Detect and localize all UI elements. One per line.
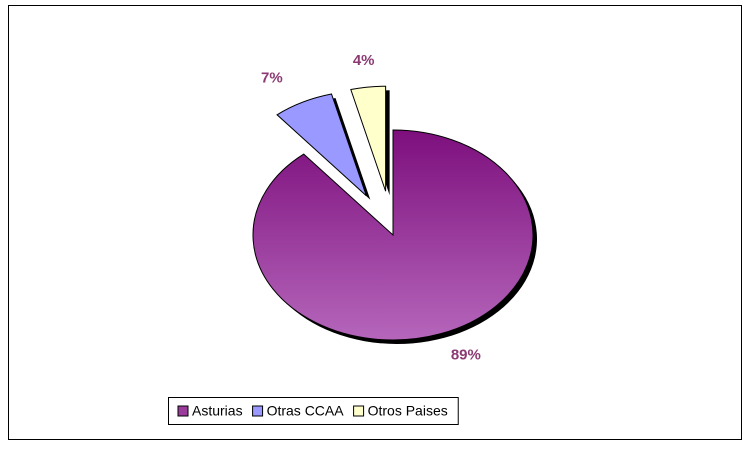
legend-box [168,397,459,425]
data-label: 4% [353,52,375,69]
slice [350,85,387,192]
legend-swatch [353,405,365,417]
legend-label: Otros Paises [368,403,448,419]
legend-swatch [252,405,264,417]
slice [276,93,367,197]
legend: Asturias Otras CCAA Otros Paises [177,403,448,419]
data-label: 89% [451,346,481,363]
legend-swatch [177,405,189,417]
slice [252,129,534,341]
legend-label: Asturias [192,403,243,419]
data-label: 7% [261,70,283,87]
legend-label: Otras CCAA [267,403,345,419]
